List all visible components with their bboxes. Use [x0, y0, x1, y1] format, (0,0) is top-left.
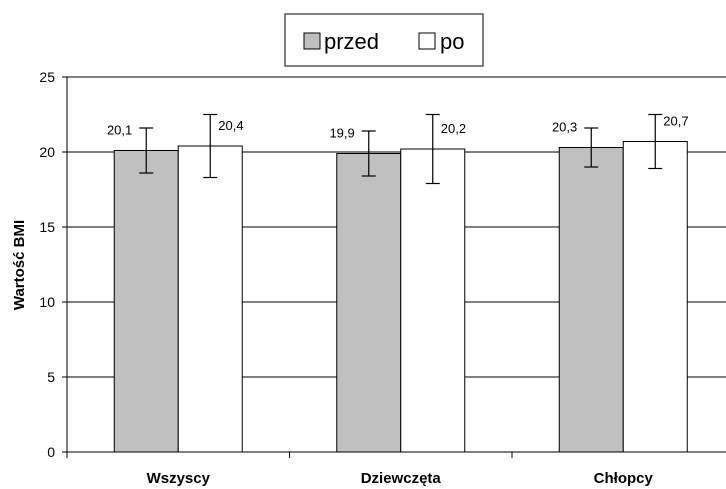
bar-po-2	[622, 141, 688, 453]
y-tick-label: 10	[39, 294, 55, 310]
data-label: 20,4	[218, 118, 243, 133]
legend-swatch-po	[418, 32, 436, 50]
x-category-label: Chłopcy	[594, 470, 654, 487]
data-label: 20,3	[552, 120, 577, 135]
x-category-label: Dziewczęta	[361, 470, 442, 487]
bar-przed-0	[113, 150, 179, 453]
bar-przed-1	[336, 153, 402, 453]
legend: przed po	[284, 13, 484, 67]
bar-przed-2	[558, 147, 624, 453]
y-axis-label: Wartość BMI	[11, 220, 28, 310]
data-label: 20,1	[107, 123, 132, 138]
x-category-label: Wszyscy	[147, 470, 211, 487]
y-tick-label: 25	[39, 69, 55, 85]
bar-po-0	[177, 145, 243, 453]
y-tick-label: 15	[39, 219, 55, 235]
y-tick-label: 5	[47, 369, 55, 385]
data-label: 19,9	[329, 126, 354, 141]
legend-swatch-przed	[303, 32, 321, 50]
y-tick-label: 20	[39, 144, 55, 160]
data-label: 20,2	[441, 121, 466, 136]
y-tick-label: 0	[47, 444, 55, 460]
legend-label-przed: przed	[324, 29, 379, 54]
data-label: 20,7	[663, 114, 688, 129]
plot-area: 0 5 10 15 20 25 20,1 20,4 Wszyscy 19,9 20,2 Dziewcz…	[39, 69, 726, 487]
legend-label-po: po	[440, 29, 464, 54]
bar-po-1	[400, 148, 466, 453]
